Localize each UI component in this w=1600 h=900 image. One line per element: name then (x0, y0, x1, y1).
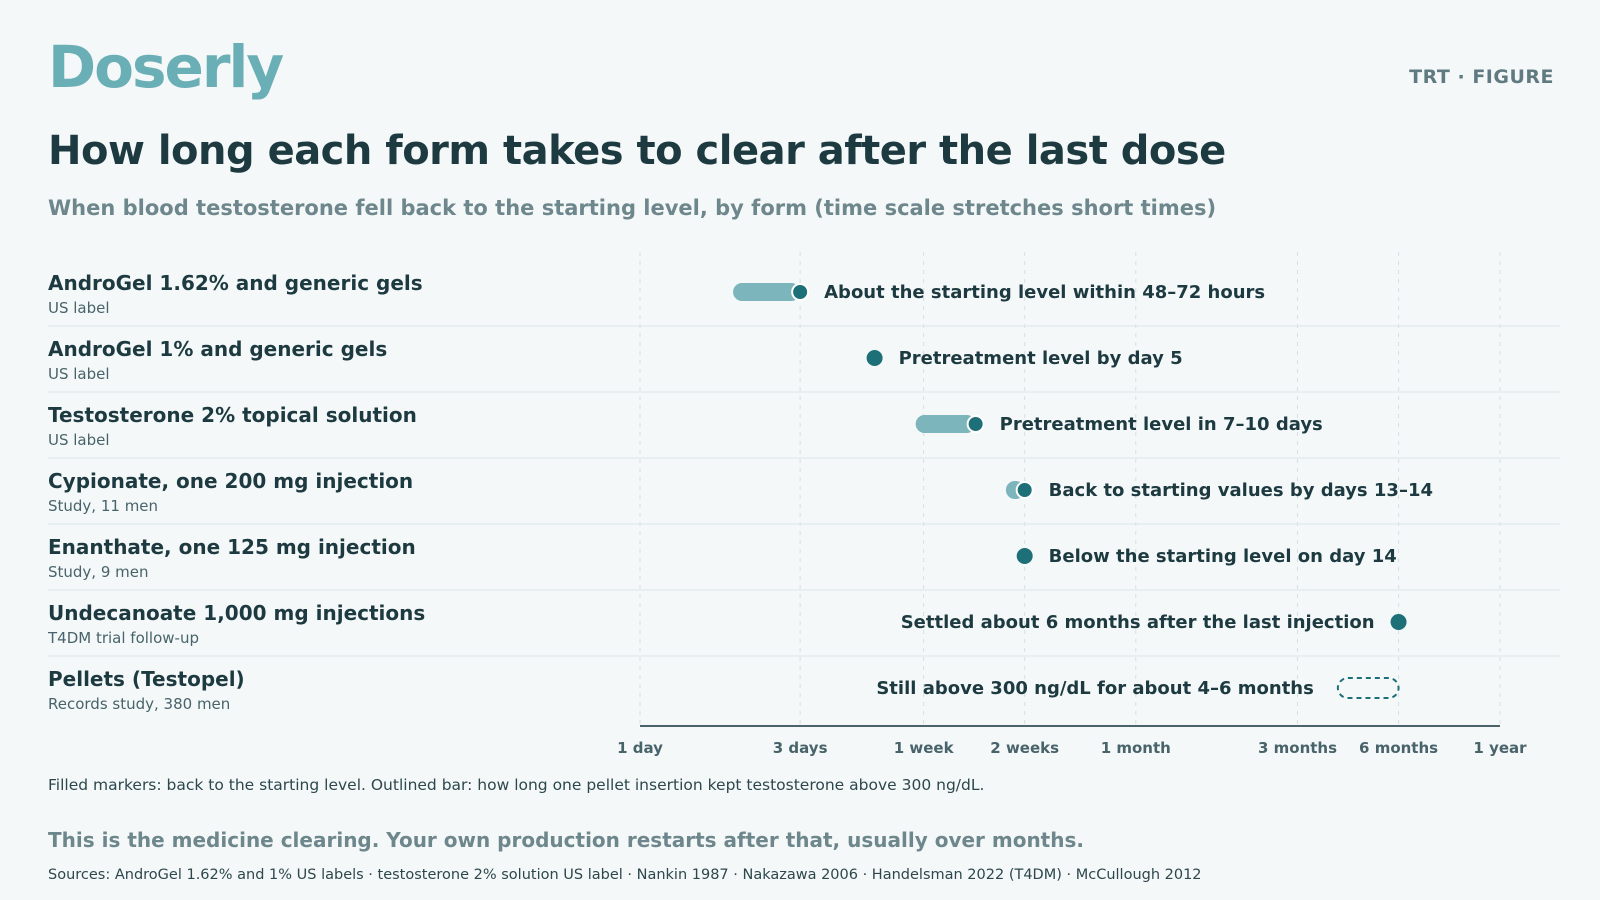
outline-bar-6 (1336, 677, 1400, 699)
x-tick-label-4: 1 month (1101, 739, 1171, 757)
clearance-chart: 1 day 3 days 1 week 2 weeks 1 month 3 months 6… (47, 252, 1560, 757)
row-label-5: Undecanoate 1,000 mg injections (48, 601, 425, 625)
row-annotation-5: Settled about 6 months after the last in… (901, 612, 1375, 633)
footer-note: This is the medicine clearing. Your own … (48, 828, 1084, 852)
chart-title: How long each form takes to clear after … (48, 128, 1226, 174)
x-tick-label-3: 2 weeks (990, 739, 1059, 757)
row-source-0: US label (48, 299, 110, 317)
row-source-5: T4DM trial follow-up (47, 629, 199, 647)
row-source-3: Study, 11 men (48, 497, 158, 515)
range-bar-0 (733, 283, 801, 301)
row-label-6: Pellets (Testopel) (48, 667, 245, 691)
row-label-3: Cypionate, one 200 mg injection (48, 469, 413, 493)
end-marker-0 (793, 285, 808, 299)
row-annotation-6: Still above 300 ng/dL for about 4–6 mont… (876, 678, 1314, 699)
row-annotation-3: Back to starting values by days 13–14 (1049, 480, 1433, 501)
row-annotation-0: About the starting level within 48–72 ho… (824, 282, 1265, 303)
brand-logo: Doserly (48, 33, 284, 101)
end-marker-3 (1017, 483, 1032, 497)
x-tick-label-5: 3 months (1258, 739, 1337, 757)
x-tick-label-0: 1 day (617, 739, 663, 757)
range-bar-2 (915, 415, 976, 433)
row-source-4: Study, 9 men (48, 563, 149, 581)
x-tick-label-6: 6 months (1359, 739, 1438, 757)
figure-tag: TRT · FIGURE (1409, 66, 1554, 88)
row-source-6: Records study, 380 men (48, 695, 230, 713)
row-label-4: Enanthate, one 125 mg injection (48, 535, 416, 559)
row-label-2: Testosterone 2% topical solution (48, 403, 417, 427)
x-tick-label-1: 3 days (773, 739, 828, 757)
x-tick-label-7: 1 year (1473, 739, 1527, 757)
row-annotation-2: Pretreatment level in 7–10 days (1000, 414, 1323, 435)
chart-legend: Filled markers: back to the starting lev… (48, 776, 985, 794)
row-source-2: US label (48, 431, 110, 449)
point-marker-1 (866, 350, 883, 366)
row-label-1: AndroGel 1% and generic gels (48, 337, 387, 361)
point-marker-4 (1016, 548, 1033, 564)
row-annotation-1: Pretreatment level by day 5 (899, 348, 1183, 369)
x-tick-label-2: 1 week (894, 739, 955, 757)
row-source-1: US label (48, 365, 110, 383)
point-marker-5 (1390, 614, 1407, 630)
row-label-0: AndroGel 1.62% and generic gels (48, 271, 423, 295)
end-marker-2 (968, 417, 983, 431)
chart-subtitle: When blood testosterone fell back to the… (48, 196, 1217, 220)
row-annotation-4: Below the starting level on day 14 (1049, 546, 1397, 567)
sources-line: Sources: AndroGel 1.62% and 1% US labels… (48, 867, 1202, 883)
